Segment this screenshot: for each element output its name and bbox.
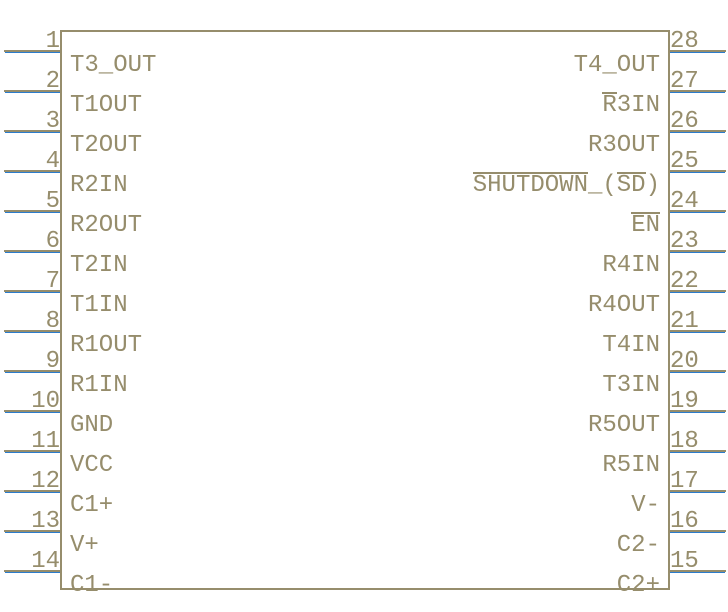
pin-label: R1IN [70, 372, 128, 399]
pin-number: 6 [4, 228, 60, 255]
pin-number: 14 [4, 548, 60, 575]
pin-label: SHUTDOWN_(SD) [473, 172, 660, 199]
pin-label: VCC [70, 452, 113, 479]
pin-number: 4 [4, 148, 60, 175]
pin-number: 12 [4, 468, 60, 495]
pin-number: 13 [4, 508, 60, 535]
pin-number: 17 [670, 468, 726, 495]
pin-label: C1- [70, 572, 113, 599]
pin-label: R1OUT [70, 332, 142, 359]
pin-number: 5 [4, 188, 60, 215]
pin-label: C2+ [617, 572, 660, 599]
pin-label: T3_OUT [70, 52, 156, 79]
pin-number: 8 [4, 308, 60, 335]
pin-number: 9 [4, 348, 60, 375]
pin-number: 15 [670, 548, 726, 575]
pin-number: 2 [4, 68, 60, 95]
pin-number: 26 [670, 108, 726, 135]
overline [473, 172, 588, 174]
pin-number: 28 [670, 28, 726, 55]
pin-label: R5OUT [588, 412, 660, 439]
pin-label: T4IN [602, 332, 660, 359]
pin-number: 10 [4, 388, 60, 415]
pin-label: V+ [70, 532, 99, 559]
pin-label: C2- [617, 532, 660, 559]
overline [617, 172, 646, 174]
pin-label: V- [631, 492, 660, 519]
pin-number: 27 [670, 68, 726, 95]
pin-number: 23 [670, 228, 726, 255]
pin-number: 16 [670, 508, 726, 535]
pin-label: R4IN [602, 252, 660, 279]
chip-body [60, 30, 670, 590]
pin-number: 25 [670, 148, 726, 175]
pin-number: 22 [670, 268, 726, 295]
pin-number: 18 [670, 428, 726, 455]
pin-label: T2IN [70, 252, 128, 279]
overline [631, 212, 660, 214]
pin-number: 21 [670, 308, 726, 335]
pin-label: T2OUT [70, 132, 142, 159]
pin-label: R2OUT [70, 212, 142, 239]
pin-number: 3 [4, 108, 60, 135]
overline [602, 92, 616, 94]
pin-label: R3IN [602, 92, 660, 119]
pin-label: T1IN [70, 292, 128, 319]
pin-label: R2IN [70, 172, 128, 199]
pin-label: EN [631, 212, 660, 239]
pin-number: 7 [4, 268, 60, 295]
pin-number: 1 [4, 28, 60, 55]
pin-label: R5IN [602, 452, 660, 479]
pin-number: 19 [670, 388, 726, 415]
pin-number: 24 [670, 188, 726, 215]
pin-number: 20 [670, 348, 726, 375]
pin-number: 11 [4, 428, 60, 455]
pin-label: GND [70, 412, 113, 439]
pin-label: T1OUT [70, 92, 142, 119]
pin-label: R4OUT [588, 292, 660, 319]
pin-label: C1+ [70, 492, 113, 519]
pin-label: T3IN [602, 372, 660, 399]
pin-label: T4_OUT [574, 52, 660, 79]
pin-label: R3OUT [588, 132, 660, 159]
